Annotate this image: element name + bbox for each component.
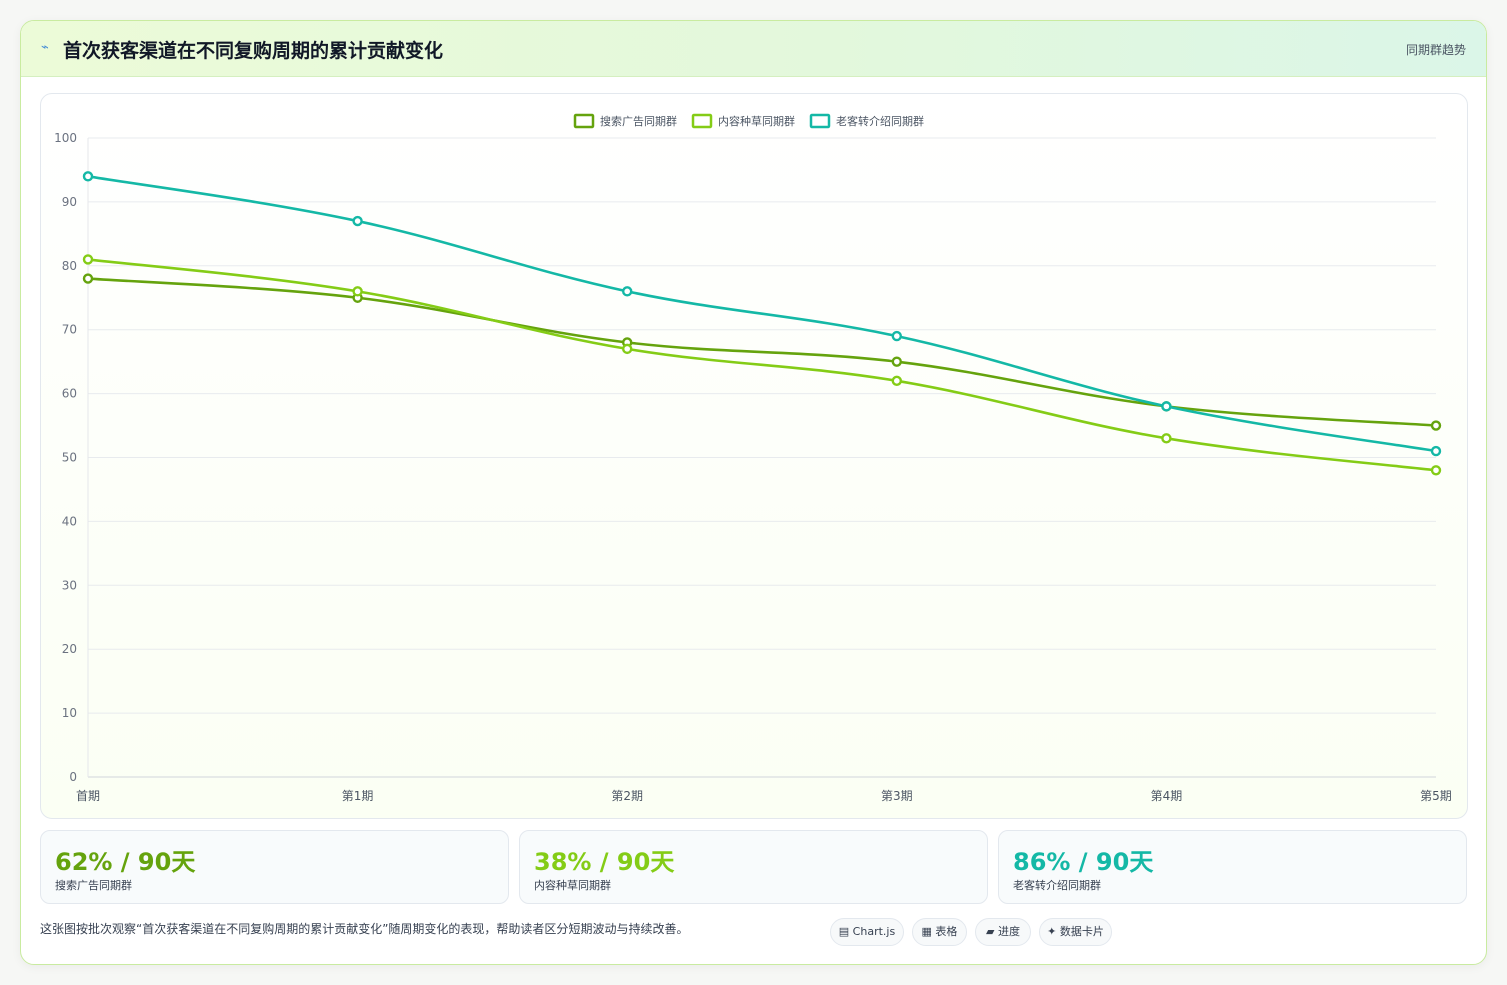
x-tick-label: 首期	[76, 789, 100, 803]
stat-value: 38% / 90天	[534, 848, 675, 876]
y-tick-label: 70	[62, 323, 77, 337]
data-point	[82, 171, 94, 182]
chip-data-cards[interactable]: ✦ 数据卡片	[1039, 918, 1112, 946]
series-line	[87, 277, 1437, 427]
legend-label: 内容种草同期群	[718, 114, 795, 128]
data-point	[891, 330, 902, 342]
y-tick-label: 40	[62, 514, 77, 528]
legend-label: 搜索广告同期群	[600, 114, 677, 128]
y-tick-label: 30	[62, 578, 77, 592]
y-tick-label: 10	[62, 706, 77, 720]
trend-icon: ⌁	[41, 40, 49, 55]
stat-card-content: 38% / 90天 内容种草同期群	[519, 830, 988, 904]
data-point	[352, 215, 363, 227]
chart-description: 这张图按批次观察“首次获客渠道在不同复购周期的累计贡献变化”随周期变化的表现，帮…	[40, 922, 689, 936]
stat-card-search: 62% / 90天 搜索广告同期群	[40, 830, 509, 904]
y-tick-label: 100	[54, 131, 77, 145]
stat-value: 86% / 90天	[1013, 848, 1154, 876]
header-tag: 同期群趋势	[1405, 43, 1466, 57]
chip-chartjs[interactable]: ▤ Chart.js	[830, 918, 904, 946]
stat-label: 搜索广告同期群	[55, 879, 132, 892]
report-card: ⌁ 首次获客渠道在不同复购周期的累计贡献变化 同期群趋势 0 10 20 30 40 50…	[20, 20, 1487, 965]
legend-label: 老客转介绍同期群	[836, 114, 924, 128]
y-tick-label: 90	[62, 195, 77, 209]
series-line	[87, 258, 1437, 472]
y-tick-label: 80	[62, 259, 77, 273]
data-point	[1430, 465, 1442, 476]
line-chart: 0 10 20 30 40 50 60 70 80 90 100 首期 第1期 第2期 第3期 第4期 第5期 搜…	[54, 113, 1452, 803]
data-point	[1161, 433, 1172, 444]
y-tick-label: 60	[62, 387, 77, 401]
stat-value: 62% / 90天	[55, 848, 196, 876]
data-point	[352, 286, 363, 297]
legend-swatch	[809, 113, 831, 129]
data-point	[1161, 401, 1172, 412]
stat-label: 内容种草同期群	[534, 879, 611, 892]
series-line	[87, 175, 1437, 453]
y-tick-label: 50	[62, 451, 77, 465]
chip-table[interactable]: ▦ 表格	[912, 918, 967, 946]
data-point	[1430, 445, 1442, 457]
data-point	[82, 254, 94, 265]
legend-swatch	[691, 113, 713, 129]
stat-label: 老客转介绍同期群	[1013, 879, 1101, 892]
data-point	[891, 356, 902, 367]
card-header: ⌁ 首次获客渠道在不同复购周期的累计贡献变化 同期群趋势	[21, 21, 1486, 77]
x-tick-label: 第3期	[881, 789, 913, 803]
chip-progress[interactable]: ▰ 进度	[975, 918, 1031, 946]
data-point	[1430, 420, 1442, 431]
x-tick-label: 第2期	[611, 789, 643, 803]
chart-panel: 0 10 20 30 40 50 60 70 80 90 100 首期 第1期 第2期 第3期 第4期 第5期 搜…	[40, 93, 1468, 819]
x-tick-label: 第4期	[1151, 789, 1183, 803]
y-tick-label: 0	[69, 770, 77, 784]
data-point	[622, 286, 633, 297]
stat-card-referral: 86% / 90天 老客转介绍同期群	[998, 830, 1467, 904]
data-point	[82, 273, 94, 284]
data-point	[891, 375, 902, 387]
y-tick-label: 20	[62, 642, 77, 656]
data-point	[622, 343, 633, 355]
x-tick-label: 第1期	[342, 789, 374, 803]
x-tick-label: 第5期	[1420, 789, 1452, 803]
page-title: 首次获客渠道在不同复购周期的累计贡献变化	[63, 40, 444, 62]
legend-swatch	[573, 113, 595, 129]
